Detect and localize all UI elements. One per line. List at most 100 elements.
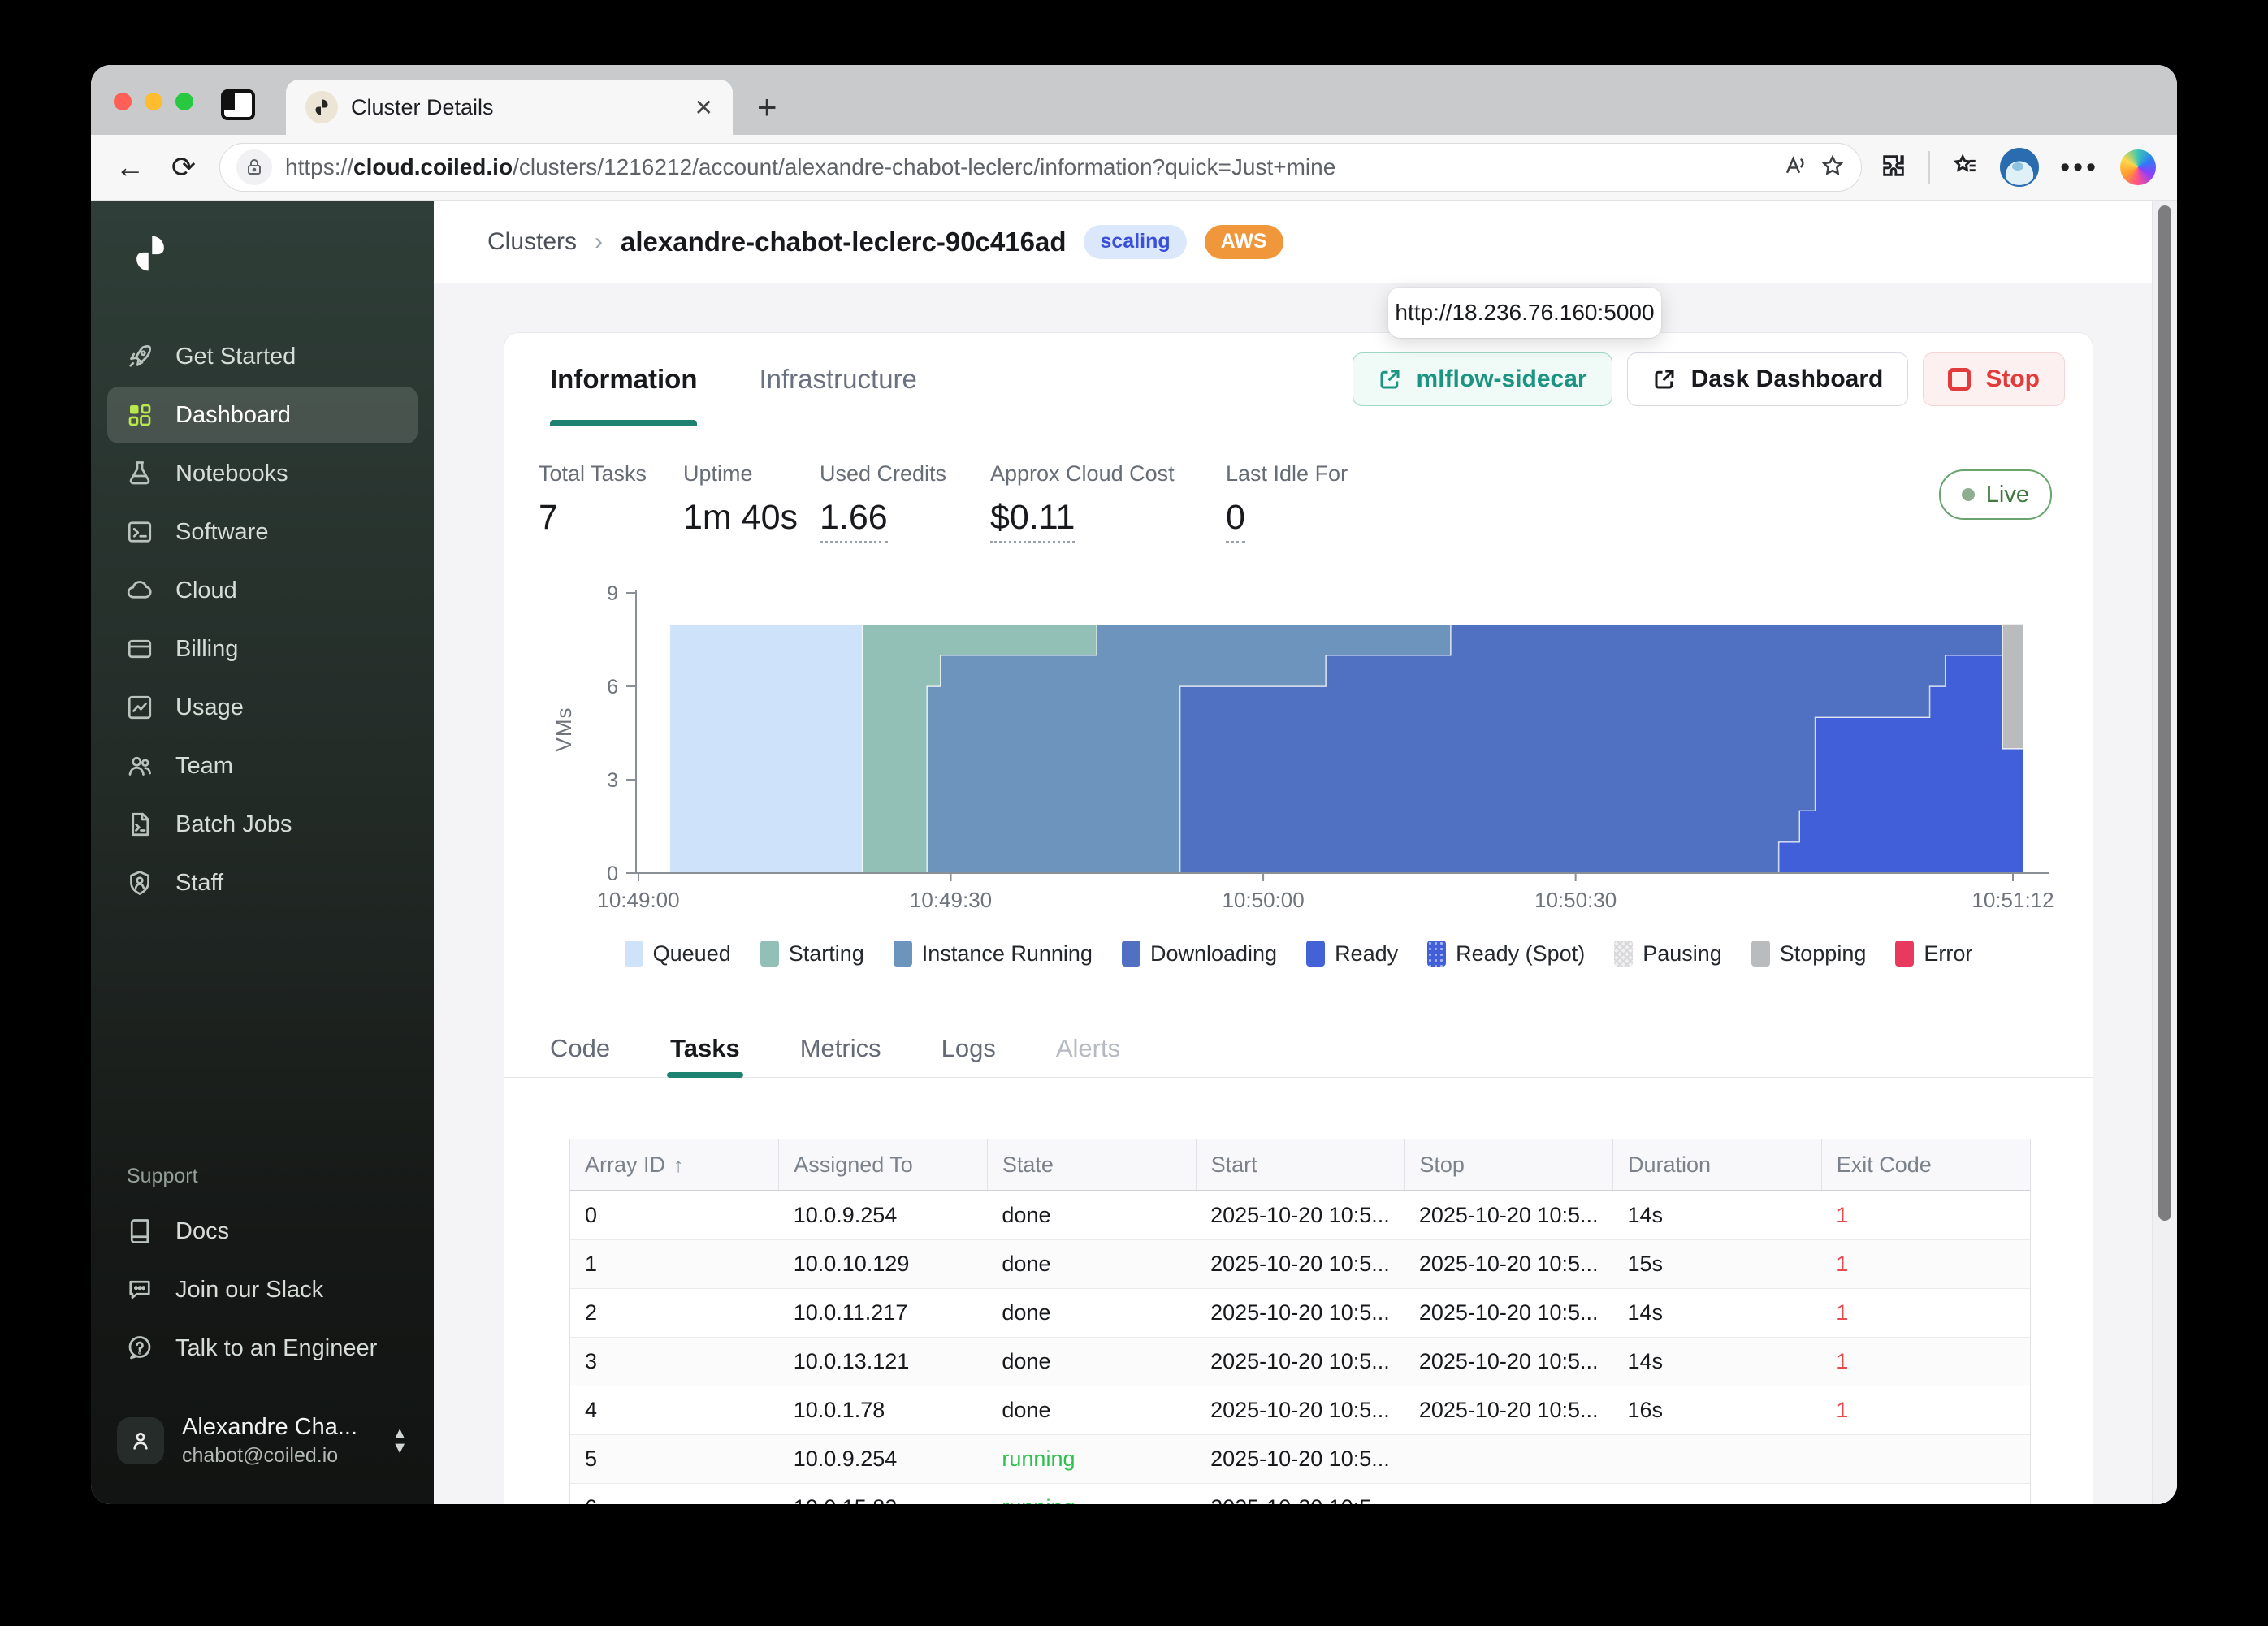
column-header-assigned-to[interactable]: Assigned To [778, 1139, 988, 1191]
rocket-icon [125, 342, 154, 371]
browser-sidebar-toggle-icon[interactable] [221, 89, 255, 120]
profile-avatar[interactable] [2000, 148, 2040, 187]
table-row[interactable]: 1 10.0.10.129 done 2025-10-20 10:5... 2025-1… [570, 1239, 2030, 1289]
stat-value: 1m 40s [683, 498, 799, 537]
close-window-button[interactable] [114, 93, 132, 110]
minimize-window-button[interactable] [145, 93, 162, 110]
tab-information[interactable]: Information [550, 333, 698, 426]
cell-state: done [987, 1191, 1197, 1240]
table-row[interactable]: 4 10.0.1.78 done 2025-10-20 10:5... 2025-10-… [570, 1386, 2030, 1435]
stat-value[interactable]: 1.66 [820, 498, 888, 543]
table-row[interactable]: 5 10.0.9.254 running 2025-10-20 10:5... [570, 1434, 2030, 1484]
sidebar-item-dashboard[interactable]: Dashboard [107, 387, 418, 443]
sidebar-item-usage[interactable]: Usage [107, 679, 418, 736]
cell-exit: 1 [1821, 1288, 2030, 1338]
address-bar[interactable]: https://cloud.coiled.io/clusters/1216212… [219, 143, 1863, 192]
cell-assigned: 10.0.11.217 [778, 1288, 988, 1338]
lock-icon[interactable] [236, 149, 272, 185]
copilot-icon[interactable] [2120, 149, 2156, 185]
subtab-metrics[interactable]: Metrics [799, 1034, 881, 1062]
coiled-logo[interactable] [128, 231, 418, 279]
table-row[interactable]: 2 10.0.11.217 done 2025-10-20 10:5... 2025-1… [570, 1288, 2030, 1338]
cell-state: done [987, 1386, 1197, 1435]
sidebar-item-team[interactable]: Team [107, 737, 418, 794]
cell-exit: 1 [1821, 1191, 2030, 1240]
mlflow-sidecar-button[interactable]: mlflow-sidecar [1352, 352, 1612, 406]
cluster-tab-bar: Information Infrastructure [504, 333, 2093, 426]
dask-dashboard-button[interactable]: Dask Dashboard [1626, 352, 1909, 406]
cell-assigned: 10.0.10.129 [778, 1239, 988, 1289]
stat-value[interactable]: 0 [1226, 498, 1245, 543]
table-row[interactable]: 610.0.15.82running2025-10-20 10:5... [570, 1483, 2030, 1504]
collections-star-icon[interactable] [1951, 152, 1979, 184]
credit-card-icon [125, 634, 154, 664]
y-tick-label: 3 [607, 769, 618, 792]
sidebar-item-join-our-slack[interactable]: Join our Slack [107, 1261, 418, 1318]
subtab-logs[interactable]: Logs [941, 1034, 996, 1062]
sidebar-item-staff[interactable]: Staff [107, 854, 418, 911]
sidebar-support-nav: Docs Join our Slack Talk to an Engineer [107, 1203, 418, 1377]
more-menu-icon[interactable]: ••• [2060, 151, 2099, 183]
extensions-puzzle-icon[interactable] [1880, 152, 1907, 184]
sidebar-item-get-started[interactable]: Get Started [107, 328, 418, 385]
user-email: chabot@coiled.io [182, 1444, 339, 1467]
stat-total-tasks: Total Tasks 7 [539, 461, 647, 538]
sidebar-item-billing[interactable]: Billing [107, 621, 418, 677]
sidebar-item-label: Talk to an Engineer [175, 1334, 378, 1361]
breadcrumb-clusters-link[interactable]: Clusters [487, 227, 578, 255]
subtab-alerts[interactable]: Alerts [1055, 1034, 1121, 1062]
legend-label: Instance Running [921, 941, 1093, 966]
cell-exit: 1 [1821, 1337, 2030, 1386]
close-tab-icon[interactable]: ✕ [694, 94, 713, 120]
live-badge[interactable]: Live [1938, 469, 2052, 520]
cell-stop: 2025-10-20 10:5... [1404, 1288, 1613, 1338]
cell-duration [1612, 1483, 1822, 1504]
cell-duration: 15s [1612, 1239, 1822, 1289]
team-icon [125, 751, 154, 781]
subtab-code[interactable]: Code [550, 1034, 611, 1062]
support-section-label: Support [127, 1165, 198, 1187]
legend-swatch [893, 941, 912, 967]
stat-value[interactable]: $0.11 [990, 498, 1076, 543]
sidebar-item-batch-jobs[interactable]: Batch Jobs [107, 796, 418, 853]
vm-state-chart: 0 3 6 9 10:49:00 10:49:30 10:50:00 10:50:30 10:5… [552, 582, 2054, 912]
column-header-state[interactable]: State [986, 1139, 1197, 1191]
table-row[interactable]: 3 10.0.13.121 done 2025-10-20 10:5... 2025-1… [570, 1337, 2030, 1386]
batch-file-icon [125, 810, 154, 839]
bookmark-star-icon[interactable] [1820, 154, 1845, 182]
new-tab-button[interactable]: + [757, 88, 777, 126]
user-menu[interactable]: Alexandre Cha... chabot@coiled.io ▲ ▼ [110, 1406, 414, 1476]
cell-id: 3 [570, 1337, 779, 1386]
tab-infrastructure[interactable]: Infrastructure [759, 364, 917, 394]
table-row[interactable]: 0 10.0.9.254 done 2025-10-20 10:5... 2025-10… [570, 1191, 2030, 1240]
column-header-stop[interactable]: Stop [1404, 1139, 1613, 1191]
subtab-tasks[interactable]: Tasks [667, 1020, 743, 1078]
sidebar-item-cloud[interactable]: Cloud [107, 562, 418, 619]
scrollbar-thumb[interactable] [2158, 205, 2171, 1221]
stop-cluster-button[interactable]: Stop [1923, 352, 2065, 406]
reload-icon[interactable]: ⟳ [171, 150, 197, 184]
traffic-lights [114, 93, 193, 110]
sidebar-item-notebooks[interactable]: Notebooks [107, 445, 418, 502]
scrollbar-track[interactable] [2152, 201, 2177, 1504]
zoom-window-button[interactable] [175, 93, 193, 110]
read-aloud-icon[interactable] [1783, 154, 1807, 182]
column-header-exit-code[interactable]: Exit Code [1820, 1139, 2030, 1191]
breadcrumb-separator: › [595, 227, 604, 255]
column-header-array-id[interactable]: Array ID ↑ [570, 1139, 779, 1191]
sort-ascending-icon: ↑ [673, 1153, 684, 1177]
y-axis-label: VMs [552, 707, 576, 752]
detail-tab-bar: Code Tasks Metrics Logs Alerts [504, 1020, 2093, 1078]
sidebar-item-docs[interactable]: Docs [107, 1203, 418, 1260]
column-header-duration[interactable]: Duration [1612, 1139, 1822, 1191]
sidebar-item-software[interactable]: Software [107, 504, 418, 560]
chart-legend: Queued Starting Instance Running Downloadin… [504, 941, 2093, 967]
cell-stop: 2025-10-20 10:5... [1404, 1239, 1613, 1289]
sidebar-item-talk-to-an-engineer[interactable]: Talk to an Engineer [107, 1320, 418, 1377]
column-header-start[interactable]: Start [1195, 1139, 1405, 1191]
back-icon[interactable]: ← [115, 150, 145, 184]
browser-tab[interactable]: Cluster Details ✕ [286, 80, 733, 135]
main-panel: Clusters › alexandre-chabot-leclerc-90c4… [434, 201, 2177, 1504]
legend-swatch [1121, 941, 1140, 967]
help-chat-icon [125, 1334, 154, 1363]
